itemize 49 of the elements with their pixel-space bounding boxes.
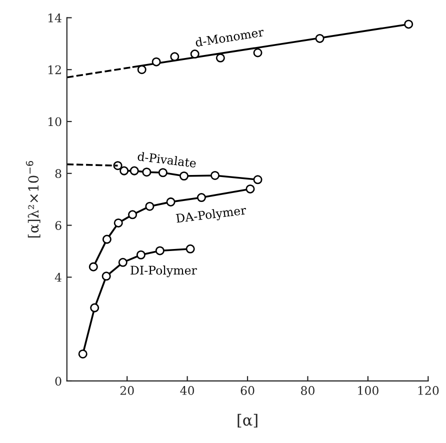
y-tick-label: 0 bbox=[55, 376, 62, 386]
point bbox=[102, 234, 112, 244]
x-axis-title: [α] bbox=[238, 414, 258, 428]
y-tick-label: 6 bbox=[55, 221, 62, 230]
point bbox=[216, 53, 225, 62]
point bbox=[246, 184, 255, 194]
text: DA-Polymer bbox=[176, 205, 247, 226]
point bbox=[404, 20, 414, 29]
text: d-Monomer bbox=[195, 27, 264, 47]
text: d-Pivalate bbox=[137, 152, 196, 168]
y-tick-label: 8 bbox=[55, 169, 62, 178]
point bbox=[145, 202, 154, 211]
point bbox=[253, 48, 262, 58]
point bbox=[90, 303, 100, 312]
point bbox=[102, 272, 111, 281]
x-tick-label: 40 bbox=[180, 386, 194, 395]
point bbox=[128, 210, 138, 220]
point bbox=[152, 57, 161, 66]
point bbox=[166, 197, 176, 206]
point bbox=[130, 166, 139, 176]
point bbox=[142, 168, 152, 177]
series-label: DI-Polymer bbox=[130, 266, 197, 278]
point bbox=[196, 193, 206, 202]
y-tick-label: 14 bbox=[48, 13, 62, 22]
y-axis-title: [α]λ²×10$^{−6}$ bbox=[26, 160, 40, 238]
point bbox=[137, 65, 146, 74]
point bbox=[315, 34, 324, 43]
point bbox=[155, 246, 164, 256]
point bbox=[118, 258, 128, 267]
point bbox=[78, 349, 88, 359]
x-tick-label: 80 bbox=[301, 386, 314, 395]
point bbox=[179, 171, 189, 181]
point bbox=[253, 175, 262, 184]
y-tick-label: 12 bbox=[48, 65, 61, 74]
y-tick-label: 4 bbox=[54, 272, 62, 282]
point bbox=[120, 166, 129, 176]
point bbox=[186, 244, 195, 254]
point bbox=[158, 168, 168, 178]
point bbox=[170, 52, 180, 62]
point bbox=[88, 262, 98, 272]
point bbox=[190, 50, 200, 59]
y-tick-label: 10 bbox=[48, 117, 62, 126]
point bbox=[210, 170, 220, 180]
x-tick-label: 120 bbox=[418, 386, 439, 395]
x-tick-label: 60 bbox=[240, 386, 254, 395]
point bbox=[114, 218, 123, 228]
point bbox=[136, 250, 146, 260]
x-tick-label: 100 bbox=[358, 386, 378, 395]
x-tick-label: 20 bbox=[120, 386, 134, 395]
